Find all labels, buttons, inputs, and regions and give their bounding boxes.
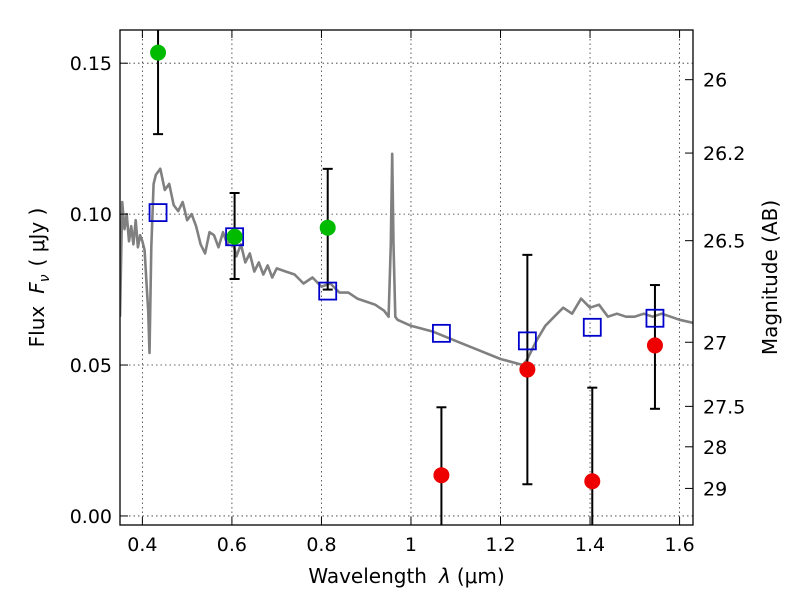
mag-tick-label: 27.5: [703, 396, 745, 418]
mag-tick-label: 29: [703, 478, 727, 500]
x-tick-label: 1: [405, 534, 417, 556]
y-axis-label-text: Flux: [25, 306, 49, 348]
detection-point: [319, 219, 336, 236]
y-tick-label: 0.05: [70, 355, 112, 377]
mag-tick-label: 28: [703, 437, 727, 459]
x-tick-label: 1.6: [664, 534, 694, 556]
mag-tick-label: 27: [703, 332, 727, 354]
detection-point: [226, 228, 243, 245]
model-photometry-square: [432, 323, 451, 343]
model-photometry-square: [517, 331, 537, 351]
model-photometry-layer: [148, 203, 665, 351]
x-tick-label: 0.8: [306, 534, 336, 556]
x-tick-label: 1.2: [485, 534, 515, 556]
ticks: 0.4 0.6 0.8 1 1.2 1.4 1.6 0.00 0.05 0.10 0.15 26 26.…: [70, 30, 745, 556]
mag-tick-label: 26: [703, 70, 727, 92]
x-axis-label-text: Wavelength: [308, 564, 427, 588]
low-significance-point: [519, 361, 536, 378]
y-axis-label-subscript: ν: [37, 274, 53, 282]
plot-frame: [119, 29, 694, 526]
y-axis-label: Flux Fν ( μJy ): [25, 208, 53, 348]
mag-tick-label: 26.2: [703, 143, 745, 165]
model-photometry-square: [148, 203, 168, 223]
x-tick-label: 1.4: [575, 534, 605, 556]
y-axis-label-unit: ( μJy ): [25, 208, 49, 267]
y-tick-label: 0.10: [70, 204, 112, 226]
sed-model-layer: [120, 152, 693, 367]
x-axis-label: Wavelength λ (μm): [308, 564, 504, 588]
y-tick-label: 0.00: [70, 506, 112, 528]
y2-axis-label: Magnitude (AB): [758, 200, 782, 355]
x-axis-label-symbol: λ: [438, 564, 451, 588]
x-tick-label: 0.6: [217, 534, 247, 556]
mag-tick-label: 26.5: [703, 231, 745, 253]
sed-model-line: [120, 152, 693, 367]
low-significance-point: [433, 467, 450, 484]
low-significance-point: [584, 473, 601, 490]
low-significance-point: [646, 337, 663, 354]
model-photometry-square: [318, 281, 338, 301]
y-axis-label-symbol: F: [25, 282, 49, 294]
observed-points-layer: [150, 44, 663, 490]
y-tick-label: 0.15: [70, 53, 112, 75]
grid: [120, 30, 693, 525]
model-photometry-square: [645, 308, 665, 328]
x-tick-label: 0.4: [127, 534, 157, 556]
model-photometry-square: [582, 317, 602, 337]
x-axis-label-unit: (μm): [457, 564, 505, 588]
model-photometry-square: [225, 227, 245, 247]
detection-point: [150, 44, 167, 61]
